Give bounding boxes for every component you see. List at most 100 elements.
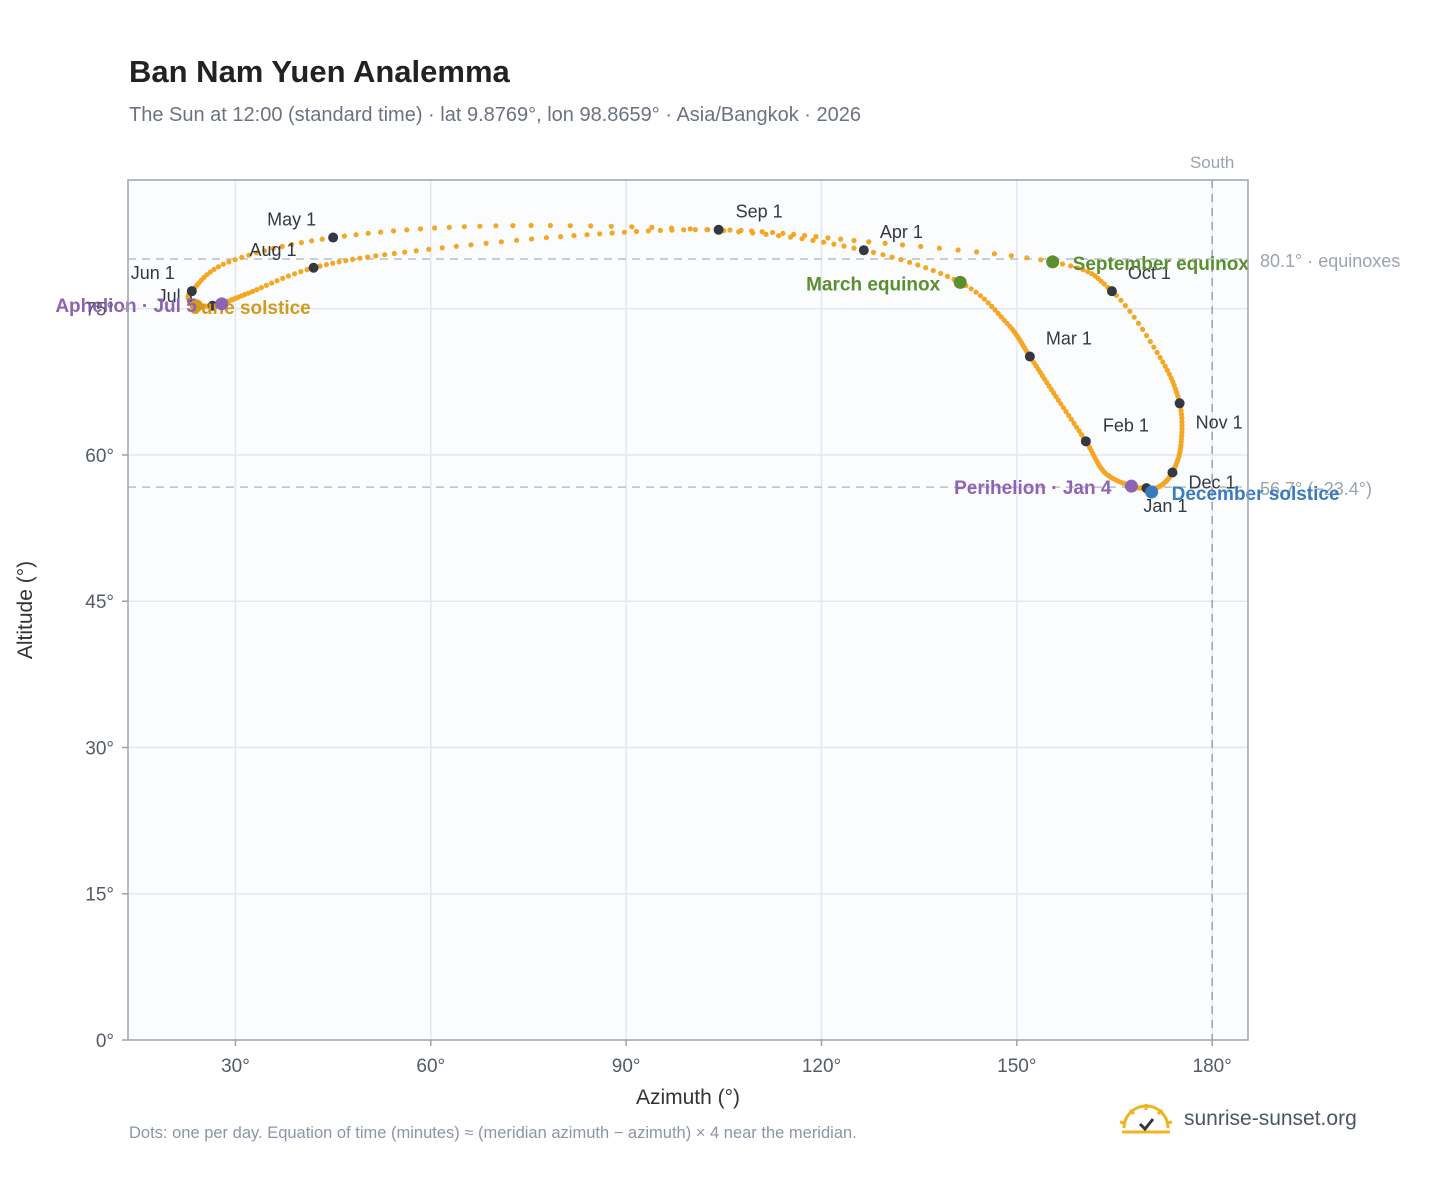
daily-dot bbox=[1080, 267, 1086, 273]
x-tick-label: 150° bbox=[997, 1056, 1036, 1077]
daily-dot bbox=[944, 273, 951, 279]
y-tick-label: 30° bbox=[85, 738, 114, 759]
month-marker bbox=[1167, 467, 1178, 478]
daily-dot bbox=[1058, 401, 1064, 407]
daily-dot bbox=[567, 223, 573, 229]
daily-dot bbox=[813, 234, 819, 240]
daily-dot bbox=[309, 238, 315, 244]
daily-dot bbox=[350, 256, 356, 262]
month-marker bbox=[1106, 286, 1117, 297]
daily-dot bbox=[866, 239, 872, 245]
daily-dot bbox=[704, 227, 710, 233]
daily-dot bbox=[898, 257, 904, 263]
daily-dot bbox=[215, 264, 222, 270]
daily-dot bbox=[1140, 326, 1146, 332]
daily-dot bbox=[1179, 415, 1185, 421]
daily-dot bbox=[669, 227, 675, 233]
daily-dot bbox=[687, 226, 693, 232]
daily-dot bbox=[468, 242, 474, 248]
daily-dot bbox=[955, 247, 961, 253]
daily-dot bbox=[263, 282, 269, 288]
daily-dot bbox=[870, 249, 877, 255]
daily-dot bbox=[365, 254, 371, 260]
x-tick-label: 120° bbox=[802, 1056, 841, 1077]
daily-dot bbox=[749, 228, 755, 234]
daily-dot bbox=[298, 240, 304, 246]
daily-dot bbox=[343, 258, 349, 264]
month-label: Jan 1 bbox=[1143, 496, 1187, 516]
month-markers: Jan 1 Feb 1 Mar 1 Apr 1 May 1 Jun 1 Jul 1 Aug 1… bbox=[131, 202, 1243, 516]
daily-dot bbox=[510, 223, 516, 229]
daily-dot bbox=[973, 289, 979, 295]
daily-dot bbox=[378, 229, 384, 235]
daily-dot bbox=[763, 231, 769, 237]
event-markers: March equinox September equinox June solst… bbox=[55, 254, 1339, 505]
daily-dot bbox=[417, 226, 424, 232]
daily-dot bbox=[1001, 317, 1007, 323]
x-tick-label: 30° bbox=[221, 1056, 250, 1077]
daily-dot bbox=[738, 227, 744, 233]
daily-dot bbox=[989, 303, 995, 309]
daily-dot bbox=[995, 310, 1001, 316]
footnote: Dots: one per day. Equation of time (min… bbox=[129, 1124, 857, 1142]
x-axis-label: Azimuth (°) bbox=[636, 1086, 740, 1109]
daily-dot bbox=[810, 237, 816, 243]
event-label: Aphelion · Jul 5 bbox=[55, 296, 197, 317]
brand[interactable]: sunrise-sunset.org bbox=[1118, 1102, 1357, 1136]
brand-name: sunrise-sunset.org bbox=[1184, 1107, 1357, 1130]
month-marker bbox=[308, 262, 319, 273]
daily-dot bbox=[319, 236, 325, 242]
daily-dot bbox=[1085, 269, 1091, 275]
month-marker bbox=[328, 232, 339, 243]
daily-dot bbox=[831, 241, 837, 247]
daily-dot bbox=[780, 230, 786, 236]
daily-dot bbox=[621, 229, 628, 235]
daily-dot bbox=[453, 243, 459, 249]
month-label: Dec 1 bbox=[1188, 473, 1235, 493]
month-label: Apr 1 bbox=[880, 222, 923, 242]
daily-dot bbox=[1147, 338, 1153, 345]
daily-dot bbox=[838, 236, 844, 242]
daily-dot bbox=[769, 229, 776, 236]
event-marker bbox=[1145, 485, 1159, 499]
event-marker bbox=[953, 275, 967, 289]
month-label: Feb 1 bbox=[1103, 415, 1149, 435]
month-label: Sep 1 bbox=[736, 202, 783, 222]
daily-dot bbox=[727, 227, 733, 233]
daily-dot bbox=[584, 232, 590, 238]
month-marker bbox=[1080, 436, 1091, 447]
daily-dot bbox=[991, 251, 998, 257]
daily-dot bbox=[298, 269, 304, 275]
daily-dot bbox=[907, 259, 913, 265]
daily-dot bbox=[1074, 424, 1080, 430]
daily-dot bbox=[254, 287, 260, 293]
daily-dot bbox=[889, 254, 895, 260]
daily-dot bbox=[681, 227, 687, 233]
daily-dot bbox=[220, 261, 226, 267]
daily-dot bbox=[336, 259, 342, 265]
daily-dot bbox=[498, 239, 504, 245]
daily-dot bbox=[759, 229, 765, 235]
daily-dot bbox=[289, 241, 295, 248]
daily-dot bbox=[1127, 308, 1133, 314]
event-marker bbox=[1046, 255, 1060, 269]
daily-dot bbox=[1164, 367, 1170, 373]
daily-dot bbox=[851, 245, 857, 251]
reference-label: 56.7° (−23.4°) bbox=[1260, 479, 1372, 499]
daily-dot bbox=[899, 242, 906, 248]
month-label: Jun 1 bbox=[131, 263, 175, 283]
daily-dot bbox=[1151, 344, 1157, 350]
daily-dot bbox=[930, 267, 936, 274]
month-label: Nov 1 bbox=[1196, 412, 1243, 432]
daily-dot bbox=[558, 234, 564, 240]
daily-dot bbox=[1154, 349, 1160, 356]
daily-dot bbox=[274, 278, 280, 284]
daily-dot bbox=[341, 233, 347, 239]
daily-dot bbox=[880, 252, 886, 258]
reference-label: 80.1° · equinoxes bbox=[1260, 251, 1400, 271]
month-marker bbox=[858, 245, 869, 256]
daily-dot bbox=[249, 288, 256, 295]
month-marker bbox=[207, 300, 218, 311]
daily-dot bbox=[269, 280, 275, 286]
daily-dot bbox=[597, 231, 603, 237]
